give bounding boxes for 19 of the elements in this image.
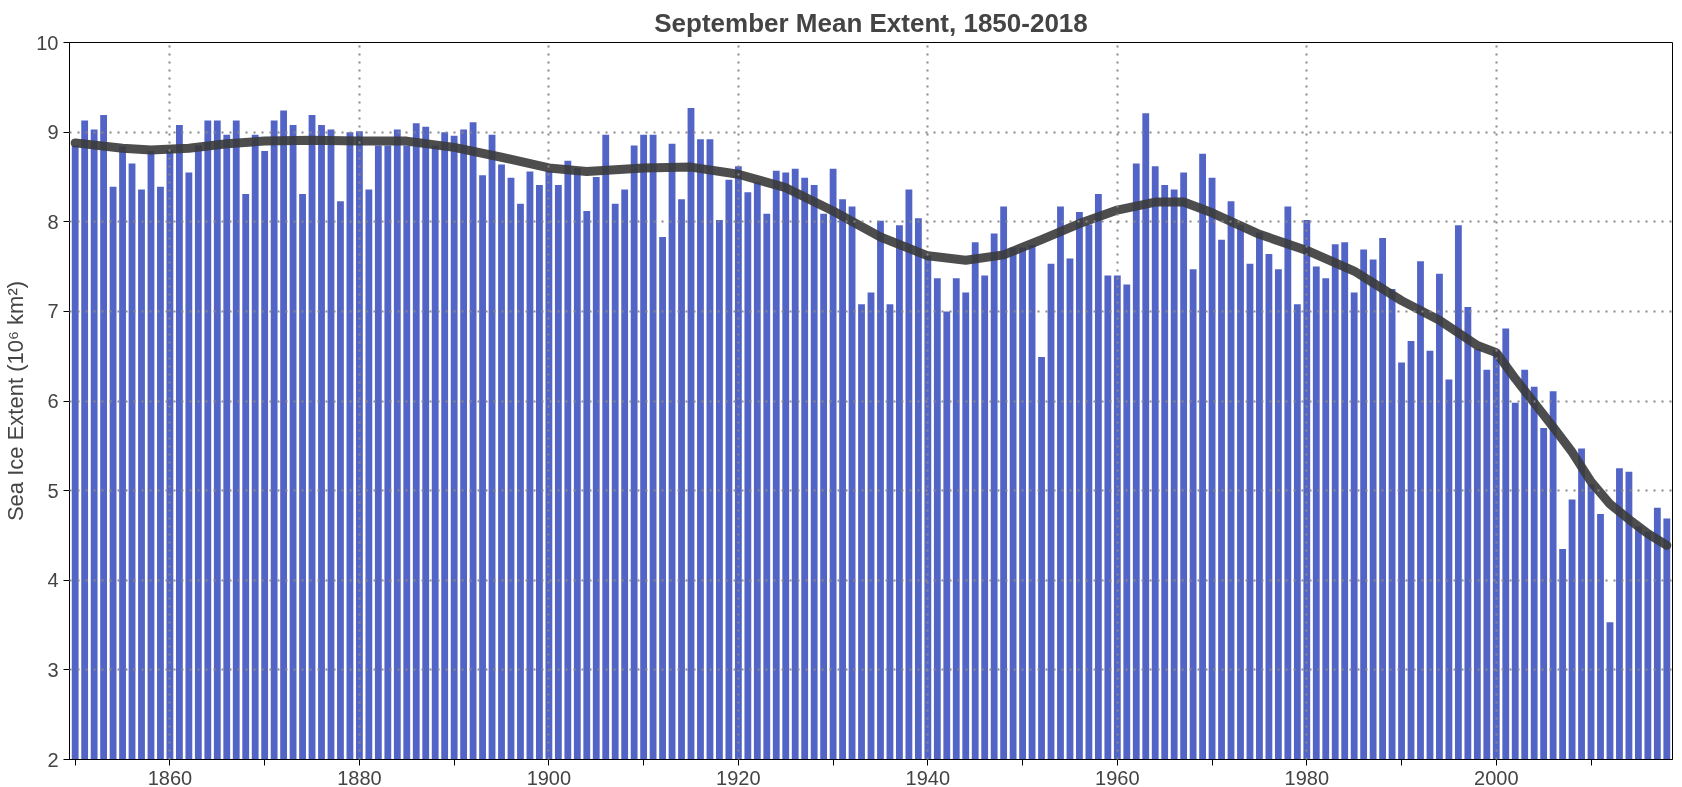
x-tick-label: 2000 (1474, 766, 1519, 787)
y-tick-label: 2 (47, 748, 59, 771)
x-tick-label: 1900 (526, 766, 572, 787)
y-tick-label: 9 (47, 121, 59, 144)
y-tick-label: 4 (47, 569, 59, 592)
x-tick-label: 1880 (337, 766, 382, 787)
y-axis-title: Sea Ice Extent (10⁶ km²) (3, 280, 29, 522)
y-tick-label: 3 (47, 658, 59, 681)
y-tick-label: 7 (47, 300, 59, 323)
y-tick-label: 8 (47, 210, 59, 233)
y-tick-label: 6 (47, 390, 59, 412)
x-tick-label: 1940 (905, 766, 951, 787)
chart-title: September Mean Extent, 1850-2018 (654, 7, 1088, 38)
x-tick-label: 1960 (1095, 766, 1140, 787)
y-tick-label: 5 (47, 479, 59, 502)
x-tick-label: 1980 (1284, 766, 1330, 787)
x-tick-label: 1860 (147, 766, 193, 787)
x-tick-label: 1920 (716, 766, 761, 787)
y-tick-label: 10 (36, 31, 59, 54)
